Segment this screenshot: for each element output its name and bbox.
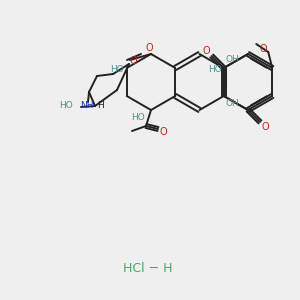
Text: O: O xyxy=(145,43,153,53)
Text: HCl − H: HCl − H xyxy=(123,262,173,275)
Text: NH: NH xyxy=(80,101,94,110)
Text: OH: OH xyxy=(226,100,239,109)
Text: O: O xyxy=(260,44,267,54)
Text: OH: OH xyxy=(226,56,239,64)
Text: H: H xyxy=(97,101,104,110)
Text: HO: HO xyxy=(110,65,124,74)
Text: O: O xyxy=(129,56,137,66)
Text: O: O xyxy=(203,46,211,56)
Text: O: O xyxy=(261,122,269,132)
Text: HO: HO xyxy=(131,113,145,122)
Text: HO: HO xyxy=(208,65,222,74)
Text: O: O xyxy=(159,127,167,137)
Text: HO: HO xyxy=(59,101,73,110)
